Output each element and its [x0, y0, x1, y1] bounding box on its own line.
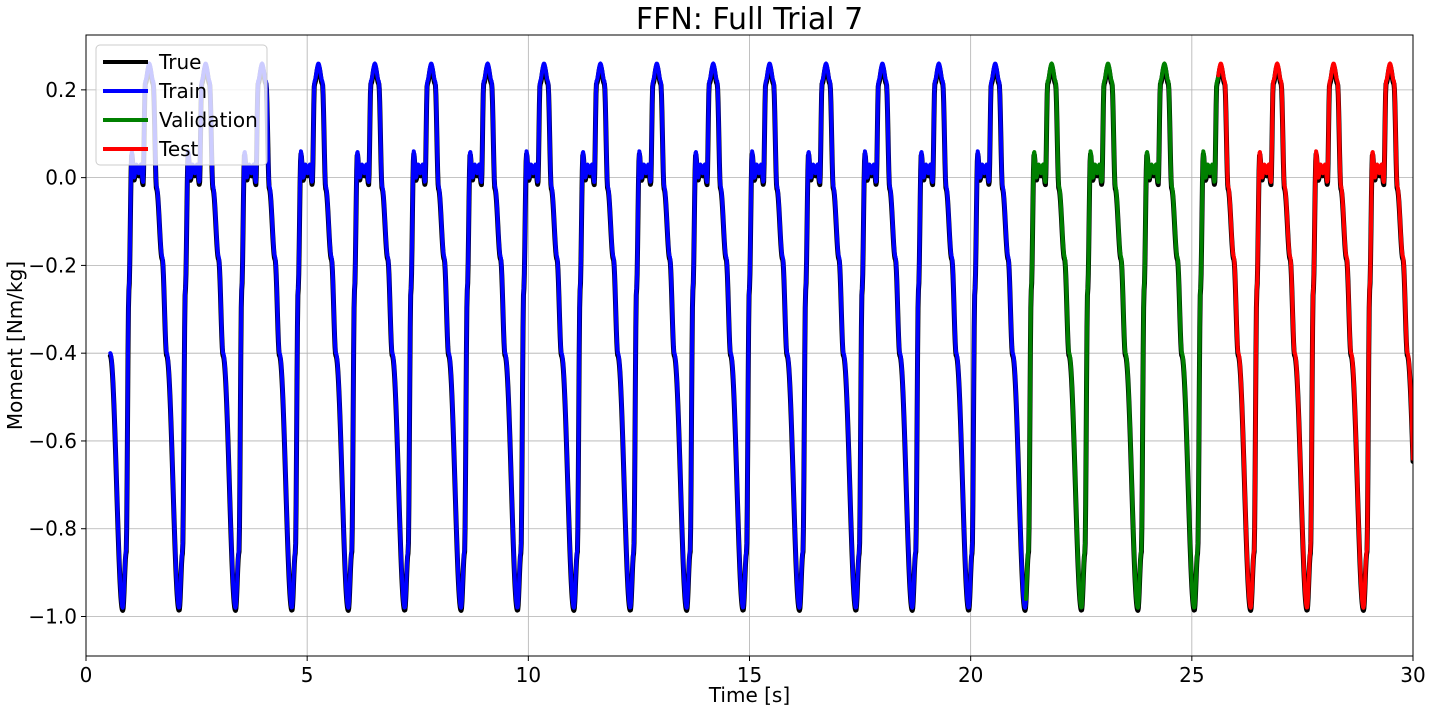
- legend-box: [95, 44, 268, 166]
- chart-title: FFN: Full Trial 7: [636, 2, 863, 37]
- y-tick-label: −0.2: [28, 253, 77, 277]
- y-tick-label: −0.6: [28, 429, 77, 453]
- x-tick-label: 20: [958, 663, 983, 687]
- series-line-validation: [1023, 61, 1221, 610]
- x-tick-label: 15: [737, 663, 762, 687]
- y-tick-label: −1.0: [28, 605, 77, 629]
- y-axis-ticks: 0.2 0.0 −0.2 −0.4 −0.6 −0.8 −1.0: [28, 78, 86, 629]
- legend-label-train: Train: [158, 79, 207, 103]
- legend-label-validation: Validation: [159, 108, 258, 132]
- legend-label-true: True: [158, 50, 201, 74]
- x-tick-label: 0: [80, 663, 93, 687]
- y-tick-label: 0.0: [45, 166, 77, 190]
- y-tick-label: 0.2: [45, 78, 77, 102]
- legend: True Train Validation Test: [95, 44, 268, 166]
- y-tick-label: −0.4: [28, 341, 77, 365]
- x-tick-label: 10: [516, 663, 541, 687]
- x-tick-label: 30: [1400, 663, 1425, 687]
- y-axis-title: Moment [Nm/kg]: [3, 261, 27, 430]
- legend-label-test: Test: [158, 137, 199, 161]
- x-tick-label: 5: [301, 663, 314, 687]
- x-axis-ticks: 0 5 10 15 20 25 30: [80, 656, 1426, 687]
- series-line-test: [1216, 61, 1413, 610]
- x-axis-title: Time [s]: [708, 683, 790, 707]
- x-tick-label: 25: [1179, 663, 1204, 687]
- y-tick-label: −0.8: [28, 517, 77, 541]
